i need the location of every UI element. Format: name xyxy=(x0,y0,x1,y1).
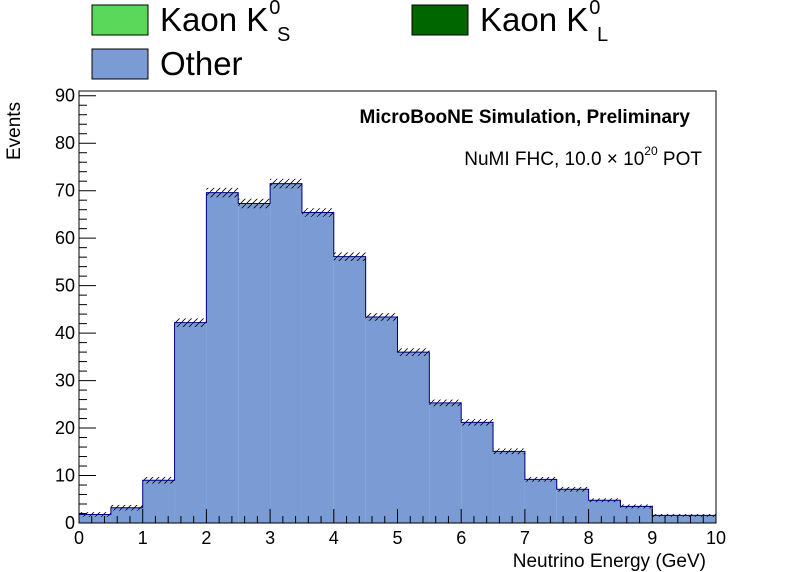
bar xyxy=(556,489,589,523)
bar xyxy=(652,515,685,523)
y-tick-label: 0 xyxy=(65,513,75,533)
x-tick-label: 4 xyxy=(329,528,339,548)
bar xyxy=(142,480,175,523)
y-tick-label: 70 xyxy=(55,181,75,201)
y-tick-label: 10 xyxy=(55,466,75,486)
bar xyxy=(684,515,716,523)
legend-label-kaon-ks: Kaon K0 S xyxy=(160,0,290,46)
x-tick-label: 5 xyxy=(392,528,402,548)
y-tick-label: 50 xyxy=(55,276,75,296)
bar xyxy=(461,422,494,523)
legend-swatch-kaon-kl xyxy=(411,4,469,36)
x-tick-label: 8 xyxy=(584,528,594,548)
bar xyxy=(429,402,462,523)
y-axis-title: Events xyxy=(4,102,25,160)
bar xyxy=(620,506,653,523)
bar xyxy=(365,316,398,523)
x-tick-label: 9 xyxy=(647,528,657,548)
y-axis: 0 10 20 30 40 50 60 70 80 90 xyxy=(55,86,96,533)
legend-swatch-kaon-ks xyxy=(91,4,149,36)
bar xyxy=(206,192,239,524)
bar xyxy=(493,451,525,523)
bar xyxy=(333,256,366,523)
bar xyxy=(238,203,271,523)
bar xyxy=(524,479,557,523)
x-tick-label: 10 xyxy=(706,528,726,548)
legend: Kaon K0 S Kaon K0 L Other xyxy=(91,0,608,82)
x-tick-label: 2 xyxy=(201,528,211,548)
y-tick-label: 20 xyxy=(55,418,75,438)
pot-label: NuMI FHC, 10.0 × 1020 POT xyxy=(464,144,702,170)
x-tick-label: 6 xyxy=(456,528,466,548)
simulation-label: MicroBooNE Simulation, Preliminary xyxy=(360,107,691,128)
y-tick-label: 60 xyxy=(55,228,75,248)
x-axis-title: Neutrino Energy (GeV) xyxy=(513,551,706,572)
bar xyxy=(397,352,430,523)
x-tick-label: 0 xyxy=(74,528,84,548)
x-tick-label: 3 xyxy=(265,528,275,548)
legend-label-other: Other xyxy=(160,45,243,82)
bar xyxy=(588,500,621,523)
histogram-outline xyxy=(78,183,717,523)
x-tick-label: 7 xyxy=(520,528,530,548)
histogram-bars xyxy=(79,183,716,524)
legend-swatch-other xyxy=(91,48,149,80)
y-tick-label: 80 xyxy=(55,133,75,153)
y-tick-label: 90 xyxy=(55,86,75,106)
x-axis: 0 1 2 3 4 5 6 7 8 9 10 xyxy=(74,509,726,548)
bar xyxy=(79,514,111,523)
bar xyxy=(301,212,334,523)
bar xyxy=(174,322,207,523)
legend-label-kaon-kl: Kaon K0 L xyxy=(480,0,608,46)
x-tick-label: 1 xyxy=(138,528,148,548)
bar xyxy=(110,507,143,523)
y-tick-label: 30 xyxy=(55,371,75,391)
y-tick-label: 40 xyxy=(55,323,75,343)
bar xyxy=(270,183,302,524)
